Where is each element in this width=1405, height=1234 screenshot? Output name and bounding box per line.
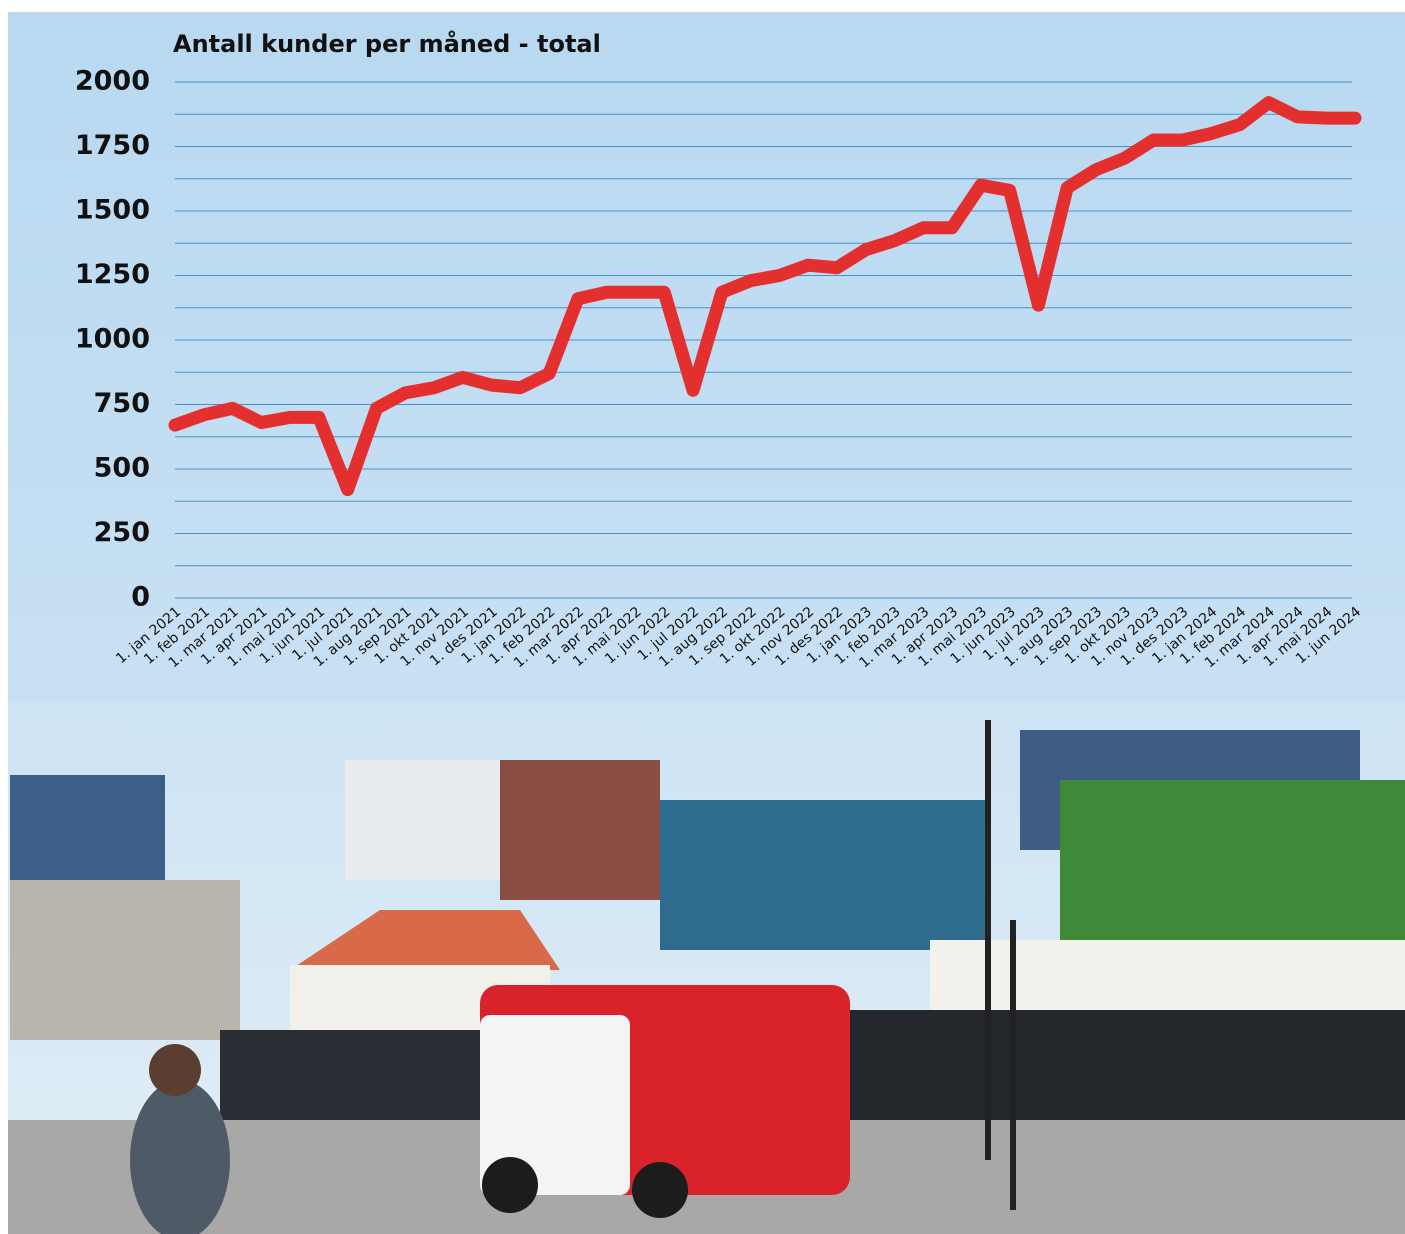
y-tick-label: 500 bbox=[94, 453, 150, 484]
y-tick-label: 750 bbox=[94, 388, 150, 419]
y-tick-label: 0 bbox=[131, 582, 150, 613]
y-tick-label: 2000 bbox=[75, 66, 150, 97]
y-tick-label: 1000 bbox=[75, 324, 150, 355]
y-tick-label: 1250 bbox=[75, 259, 150, 290]
y-tick-label: 1750 bbox=[75, 130, 150, 161]
chart-title: Antall kunder per måned - total bbox=[173, 29, 601, 58]
y-tick-label: 1500 bbox=[75, 195, 150, 226]
y-tick-label: 250 bbox=[94, 517, 150, 548]
chart: Antall kunder per måned - total 0 250 500 75… bbox=[0, 0, 1405, 1234]
